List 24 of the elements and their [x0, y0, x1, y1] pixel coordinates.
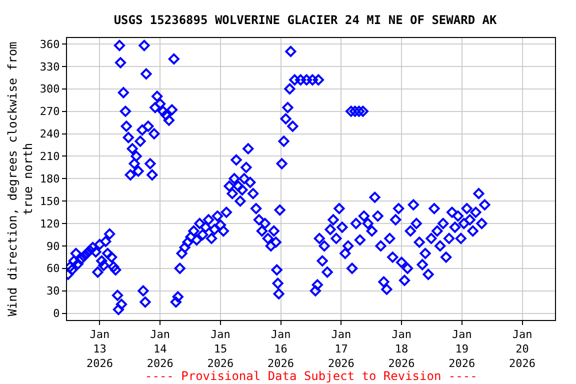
y-tick-label: 330 [40, 60, 60, 74]
y-tick-label: 300 [40, 82, 60, 96]
y-tick-label: 0 [53, 307, 60, 320]
text: ---- Provisional Data Subject to Revision ---- [145, 369, 478, 383]
y-tick-label: 60 [46, 262, 60, 276]
y-tick-label: 270 [40, 105, 60, 118]
chart-title: USGS 15236895 WOLVERINE GLACIER 24 MI NE OF SEWARD AK [114, 12, 498, 27]
y-tick-label: 150 [40, 194, 60, 208]
x-tick-label: Jan 13 2026 [86, 328, 113, 370]
y-axis-title: Wind direction, degrees clockwise from true north [6, 42, 36, 316]
x-tick-label: Jan 17 2026 [328, 328, 354, 370]
x-tick-label: Jan 15 2026 [207, 328, 234, 370]
x-tick-label: Jan 19 2026 [448, 328, 476, 370]
x-tick-label: Jan 20 2026 [509, 328, 536, 370]
y-tick-label: 360 [40, 38, 60, 51]
y-tick-label: 30 [46, 284, 60, 298]
x-tick-label: Jan 14 2026 [146, 328, 174, 370]
y-tick-label: 240 [40, 128, 60, 141]
y-tick-label: 120 [40, 217, 60, 230]
y-tick-label: 210 [40, 150, 60, 164]
y-tick-label: 180 [40, 172, 60, 186]
x-tick-label: Jan 16 2026 [268, 328, 294, 370]
y-tick-label: 90 [46, 240, 60, 253]
x-tick-label: Jan 18 2026 [388, 328, 415, 370]
